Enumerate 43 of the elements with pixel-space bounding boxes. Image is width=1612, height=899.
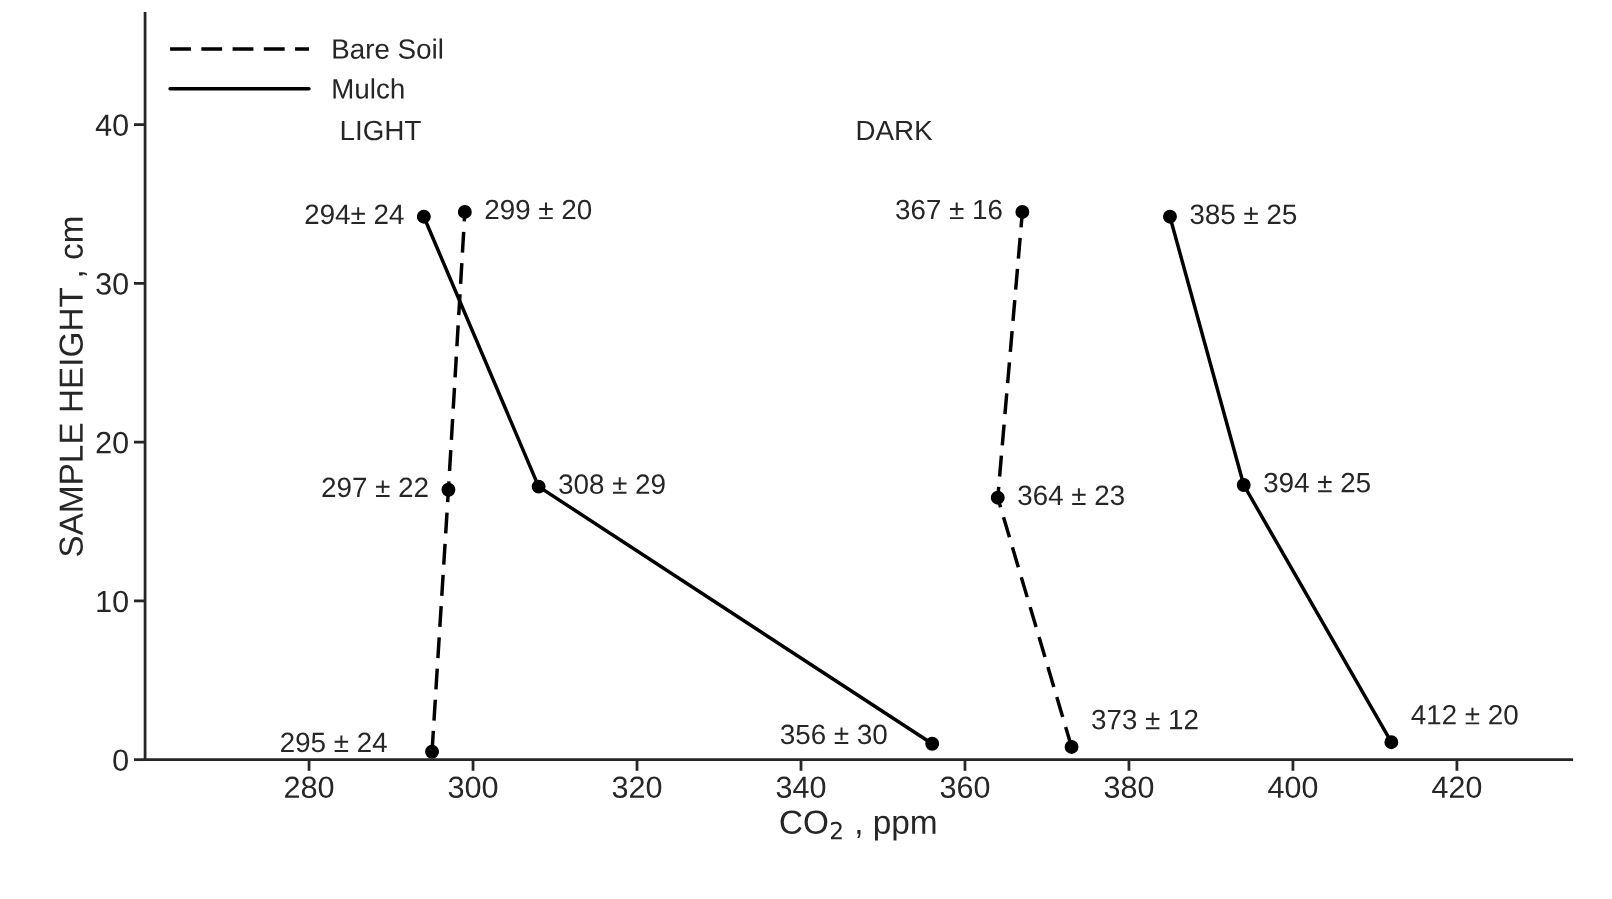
annotation: 356 ± 30 bbox=[780, 724, 887, 745]
x-tick-label: 420 bbox=[1432, 776, 1482, 799]
annotation: 367 ± 16 bbox=[896, 199, 1002, 220]
x-tick-label: 340 bbox=[776, 776, 826, 799]
point bbox=[441, 482, 456, 497]
y-tick-label: 40 bbox=[95, 114, 128, 136]
point bbox=[457, 204, 472, 219]
point bbox=[1384, 735, 1399, 750]
legend-label: Mulch bbox=[333, 78, 404, 99]
x-tick-label: 300 bbox=[448, 776, 498, 799]
annotation: 294± 24 bbox=[305, 204, 404, 225]
annotation: 373 ± 12 bbox=[1092, 709, 1198, 730]
point bbox=[1015, 204, 1030, 219]
annotation: DARK bbox=[857, 120, 933, 141]
annotation: 295 ± 24 bbox=[281, 732, 387, 753]
annotation: 308 ± 29 bbox=[559, 474, 665, 495]
annotation: 297 ± 22 bbox=[322, 477, 428, 498]
point bbox=[425, 744, 439, 759]
x-tick-label: 400 bbox=[1268, 776, 1318, 799]
annotation: 385 ± 25 bbox=[1190, 204, 1297, 225]
annotation: LIGHT bbox=[341, 120, 421, 141]
point bbox=[990, 490, 1005, 505]
x-tick-label: 280 bbox=[285, 776, 334, 799]
point bbox=[1163, 209, 1177, 224]
y-tick-label: 10 bbox=[97, 590, 128, 613]
x-axis-title: CO$_{2}$ , ppm bbox=[780, 810, 936, 841]
point bbox=[1064, 740, 1079, 754]
y-tick-label: 0 bbox=[113, 749, 128, 772]
y-tick-label: 30 bbox=[96, 273, 128, 295]
annotation: 364 ± 23 bbox=[1018, 485, 1124, 506]
x-tick-label: 320 bbox=[612, 776, 662, 799]
point bbox=[531, 479, 546, 494]
point bbox=[1236, 478, 1251, 492]
annotation: 412 ± 20 bbox=[1411, 704, 1518, 725]
x-tick-label: 360 bbox=[940, 776, 990, 799]
x-tick-label: 380 bbox=[1104, 776, 1154, 799]
point bbox=[925, 736, 940, 751]
y-axis-title: SAMPLE HEIGHT , cm bbox=[59, 217, 87, 557]
point bbox=[416, 209, 431, 224]
y-tick-label: 20 bbox=[96, 431, 128, 454]
annotation: 299 ± 20 bbox=[485, 199, 592, 220]
legend-label: Bare Soil bbox=[333, 38, 443, 59]
annotation: 394 ± 25 bbox=[1264, 472, 1370, 493]
